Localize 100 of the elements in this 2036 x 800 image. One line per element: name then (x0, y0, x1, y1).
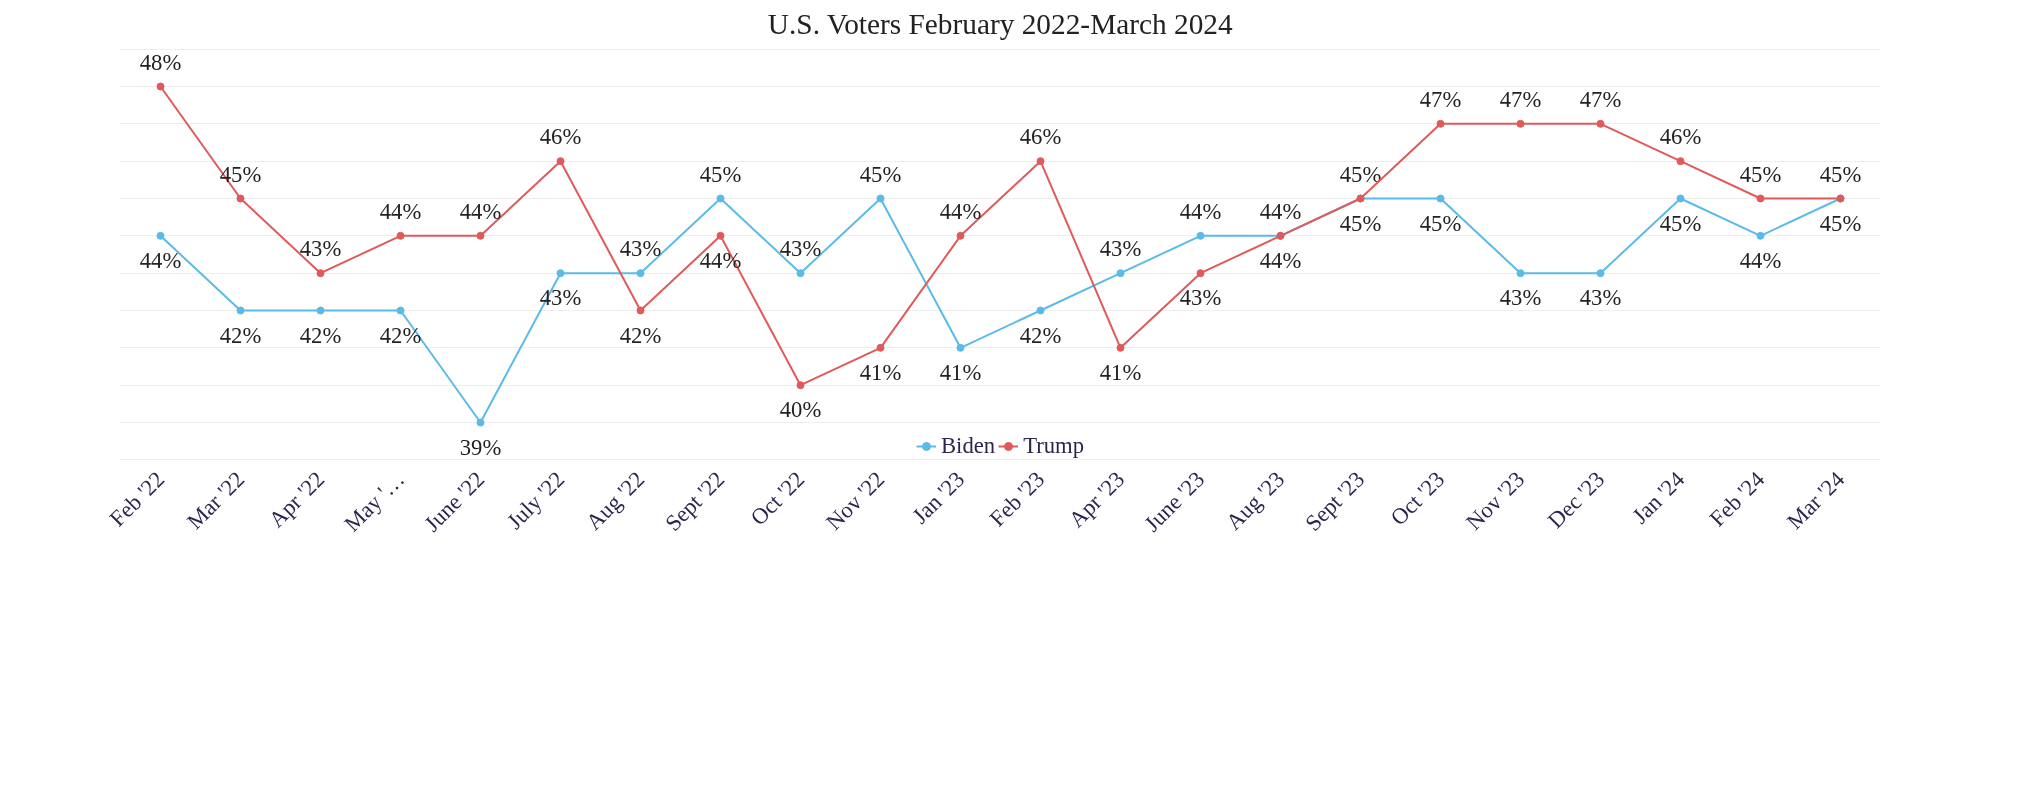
x-tick-label: Aug '23 (1221, 466, 1290, 535)
data-label: 45% (1819, 161, 1862, 187)
x-tick-label: Sept '23 (1300, 466, 1370, 536)
point (1196, 269, 1205, 278)
data-label: 42% (619, 322, 662, 348)
data-label: 44% (1739, 247, 1782, 273)
data-label: 42% (1019, 322, 1062, 348)
data-label: 41% (859, 359, 902, 385)
data-label: 41% (1099, 359, 1142, 385)
point (956, 231, 965, 240)
x-tick-label: Dec '23 (1542, 466, 1610, 534)
data-label: 47% (1419, 86, 1462, 112)
point (316, 269, 325, 278)
point (1436, 119, 1445, 128)
point (796, 381, 805, 390)
data-label: 46% (1659, 124, 1702, 150)
x-tick-label: Feb '23 (984, 466, 1050, 532)
point (556, 269, 565, 278)
point (636, 306, 645, 315)
data-label: 44% (1259, 247, 1302, 273)
data-label: 44% (379, 198, 422, 224)
x-tick-label: May '… (339, 466, 410, 537)
data-label: 46% (1019, 124, 1062, 150)
point (1036, 157, 1045, 166)
point (876, 343, 885, 352)
legend-label: Biden (941, 433, 996, 459)
point (1756, 194, 1765, 203)
data-label: 44% (459, 198, 502, 224)
point (396, 306, 405, 315)
data-label: 45% (1339, 210, 1382, 236)
data-label: 45% (1819, 210, 1862, 236)
data-label: 44% (139, 247, 182, 273)
data-label: 42% (219, 322, 262, 348)
point (1196, 231, 1205, 240)
point (956, 343, 965, 352)
point (1436, 194, 1445, 203)
x-tick-label: Mar '24 (1782, 466, 1850, 534)
x-tick-label: Nov '22 (821, 466, 890, 535)
data-label: 44% (939, 198, 982, 224)
point (1756, 231, 1765, 240)
data-label: 43% (299, 236, 342, 262)
data-label: 43% (1099, 236, 1142, 262)
point (1596, 269, 1605, 278)
data-label: 40% (779, 397, 822, 423)
point (316, 306, 325, 315)
point (716, 194, 725, 203)
data-label: 42% (379, 322, 422, 348)
point (1596, 119, 1605, 128)
x-tick-label: Aug '22 (581, 466, 650, 535)
data-label: 46% (539, 124, 582, 150)
data-label: 45% (1339, 161, 1382, 187)
x-tick-label: Jan '23 (907, 466, 970, 529)
point (716, 231, 725, 240)
data-label: 43% (619, 236, 662, 262)
data-label: 45% (1419, 210, 1462, 236)
x-tick-label: Apr '23 (1063, 466, 1130, 533)
point (1676, 157, 1685, 166)
point (236, 306, 245, 315)
data-label: 47% (1499, 86, 1542, 112)
point (1116, 269, 1125, 278)
point (796, 269, 805, 278)
data-label: 39% (459, 434, 502, 460)
point (1516, 119, 1525, 128)
x-tick-label: Jan '24 (1627, 466, 1690, 529)
point (476, 231, 485, 240)
data-label: 48% (139, 49, 182, 75)
point (1036, 306, 1045, 315)
data-label: 45% (859, 161, 902, 187)
point (556, 157, 565, 166)
x-tick-label: Mar '22 (182, 466, 250, 534)
data-label: 43% (1499, 285, 1542, 311)
x-tick-label: Oct '22 (745, 466, 810, 531)
x-tick-label: Oct '23 (1385, 466, 1450, 531)
data-label: 45% (1739, 161, 1782, 187)
point (236, 194, 245, 203)
data-label: 45% (699, 161, 742, 187)
x-tick-label: Apr '22 (263, 466, 330, 533)
chart-title: U.S. Voters February 2022-March 2024 (767, 7, 1233, 40)
point (636, 269, 645, 278)
data-label: 43% (1179, 285, 1222, 311)
data-label: 43% (779, 236, 822, 262)
legend-label: Trump (1023, 433, 1084, 459)
data-label: 44% (1259, 198, 1302, 224)
x-tick-label: Feb '22 (104, 466, 170, 532)
point (1516, 269, 1525, 278)
point (156, 82, 165, 91)
point (1676, 194, 1685, 203)
point (1116, 343, 1125, 352)
point (396, 231, 405, 240)
data-label: 43% (1579, 285, 1622, 311)
x-tick-label: June '23 (1139, 466, 1210, 537)
data-label: 44% (1179, 198, 1222, 224)
point (876, 194, 885, 203)
data-label: 45% (1659, 210, 1702, 236)
point (476, 418, 485, 427)
x-tick-label: Sept '22 (660, 466, 730, 536)
data-label: 47% (1579, 86, 1622, 112)
data-label: 42% (299, 322, 342, 348)
x-tick-label: June '22 (419, 466, 490, 537)
point (156, 231, 165, 240)
